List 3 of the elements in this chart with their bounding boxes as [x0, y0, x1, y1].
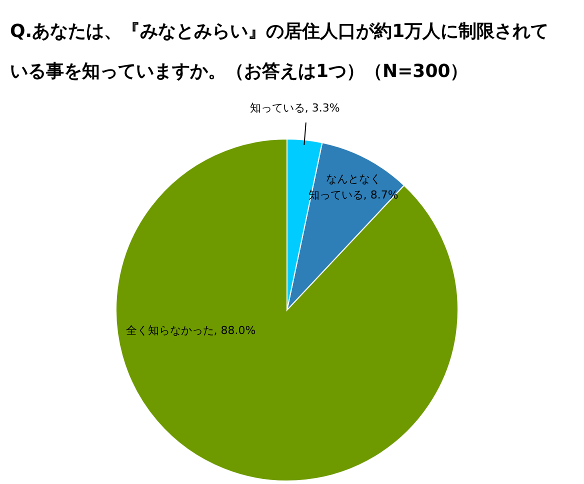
slice-label: 全く知らなかった, 88.0%	[126, 324, 256, 337]
chart-title: Q.あなたは、『みなとみらい』の居住人口が約1万人に制限されている事を知っていますか。（お答えは1つ）（N=300）	[10, 20, 550, 84]
slice-label: 知っている, 3.3%	[250, 102, 340, 115]
